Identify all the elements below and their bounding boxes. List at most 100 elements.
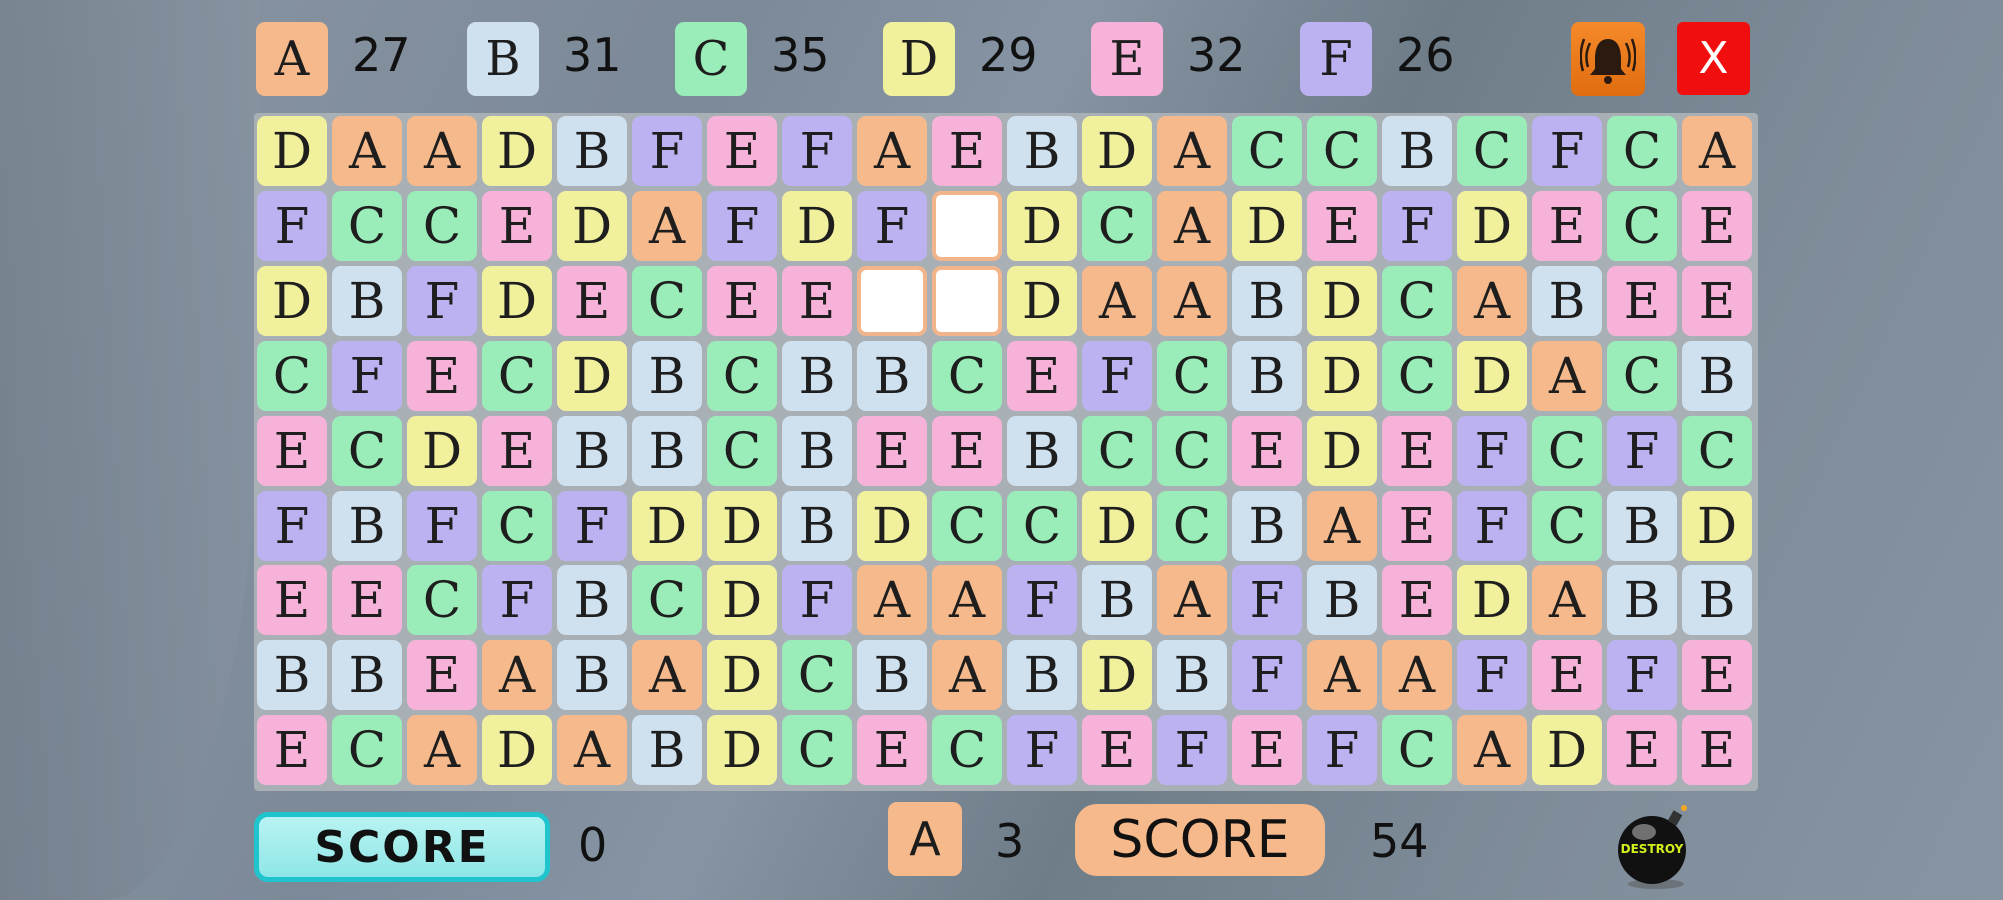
grid-cell[interactable]: E (1382, 565, 1452, 636)
grid-cell[interactable]: B (782, 415, 852, 486)
grid-cell[interactable]: E (1682, 640, 1752, 711)
grid-cell[interactable]: E (707, 116, 777, 186)
grid-cell[interactable]: F (632, 116, 702, 186)
grid-cell[interactable]: D (1082, 116, 1152, 186)
grid-cell[interactable]: B (557, 415, 627, 486)
grid-cell[interactable]: B (1682, 565, 1752, 636)
grid-cell[interactable]: D (632, 490, 702, 561)
grid-cell[interactable]: E (482, 415, 552, 486)
grid-cell[interactable]: E (257, 415, 327, 486)
grid-cell[interactable]: C (1232, 116, 1302, 186)
grid-cell[interactable]: B (332, 640, 402, 711)
grid-cell[interactable]: B (782, 340, 852, 411)
grid-cell[interactable]: E (557, 265, 627, 336)
grid-cell[interactable]: F (257, 190, 327, 261)
grid-cell[interactable]: F (1457, 640, 1527, 711)
grid-cell[interactable]: E (707, 265, 777, 336)
grid-cell[interactable]: F (782, 565, 852, 636)
grid-cell[interactable]: B (632, 715, 702, 786)
grid-cell[interactable]: E (257, 565, 327, 636)
grid-cell[interactable]: D (1457, 190, 1527, 261)
grid-cell[interactable]: C (1157, 415, 1227, 486)
grid-cell[interactable]: D (407, 415, 477, 486)
grid-cell[interactable]: E (1607, 715, 1677, 786)
grid-cell[interactable]: B (1382, 116, 1452, 186)
grid-cell[interactable]: C (1382, 715, 1452, 786)
grid-cell[interactable]: E (1382, 415, 1452, 486)
grid-cell[interactable]: C (407, 190, 477, 261)
grid-cell[interactable]: B (632, 340, 702, 411)
grid-cell[interactable]: C (482, 340, 552, 411)
grid-cell[interactable]: F (1157, 715, 1227, 786)
grid-cell[interactable]: B (1232, 340, 1302, 411)
grid-cell[interactable]: E (1682, 715, 1752, 786)
grid-cell[interactable]: D (1457, 565, 1527, 636)
grid-cell[interactable]: C (1082, 415, 1152, 486)
grid-cell[interactable]: A (1682, 116, 1752, 186)
grid-cell[interactable]: D (482, 116, 552, 186)
grid-cell[interactable]: A (857, 116, 927, 186)
grid-cell[interactable]: C (1682, 415, 1752, 486)
grid-cell[interactable]: C (932, 340, 1002, 411)
grid-cell[interactable]: E (1007, 340, 1077, 411)
grid-cell[interactable]: F (1457, 490, 1527, 561)
grid-cell[interactable]: F (1532, 116, 1602, 186)
grid-cell[interactable]: C (482, 490, 552, 561)
grid-cell[interactable]: C (332, 190, 402, 261)
grid-cell[interactable]: A (407, 116, 477, 186)
grid-cell[interactable]: C (1532, 415, 1602, 486)
grid-cell[interactable]: C (1457, 116, 1527, 186)
grid-cell[interactable]: D (1307, 415, 1377, 486)
grid-cell[interactable]: B (1007, 640, 1077, 711)
grid-cell[interactable]: D (707, 715, 777, 786)
grid-cell[interactable]: C (1382, 265, 1452, 336)
grid-cell[interactable]: F (1007, 565, 1077, 636)
grid-cell[interactable]: B (1607, 490, 1677, 561)
grid-cell[interactable]: D (557, 190, 627, 261)
grid-cell[interactable]: B (857, 640, 927, 711)
close-button[interactable]: X (1677, 22, 1750, 95)
grid-cell[interactable]: B (1232, 490, 1302, 561)
grid-cell[interactable]: F (557, 490, 627, 561)
grid-cell[interactable]: E (1532, 640, 1602, 711)
grid-cell[interactable]: A (1307, 490, 1377, 561)
grid-cell[interactable]: B (857, 340, 927, 411)
grid-cell[interactable]: E (1232, 715, 1302, 786)
empty-cell[interactable] (932, 265, 1002, 336)
grid-cell[interactable]: B (1007, 116, 1077, 186)
grid-cell[interactable]: B (332, 490, 402, 561)
grid-cell[interactable]: D (1082, 490, 1152, 561)
grid-cell[interactable]: D (1682, 490, 1752, 561)
grid-cell[interactable]: C (257, 340, 327, 411)
grid-cell[interactable]: E (932, 116, 1002, 186)
grid-cell[interactable]: B (1307, 565, 1377, 636)
grid-cell[interactable]: C (707, 340, 777, 411)
grid-cell[interactable]: C (707, 415, 777, 486)
grid-cell[interactable]: F (1232, 565, 1302, 636)
grid-cell[interactable]: F (1082, 340, 1152, 411)
grid-cell[interactable]: E (257, 715, 327, 786)
grid-cell[interactable]: E (1382, 490, 1452, 561)
grid-cell[interactable]: F (1457, 415, 1527, 486)
bomb-button[interactable]: DESTROY (1612, 802, 1702, 892)
grid-cell[interactable]: E (1682, 265, 1752, 336)
grid-cell[interactable]: B (557, 640, 627, 711)
grid-cell[interactable]: A (1532, 340, 1602, 411)
grid-cell[interactable]: F (782, 116, 852, 186)
grid-cell[interactable]: C (407, 565, 477, 636)
grid-cell[interactable]: A (1382, 640, 1452, 711)
grid-cell[interactable]: D (1082, 640, 1152, 711)
grid-cell[interactable]: E (332, 565, 402, 636)
grid-cell[interactable]: D (1007, 190, 1077, 261)
grid-cell[interactable]: B (1607, 565, 1677, 636)
grid-cell[interactable]: A (632, 640, 702, 711)
grid-cell[interactable]: B (1082, 565, 1152, 636)
grid-cell[interactable]: D (557, 340, 627, 411)
grid-cell[interactable]: C (1157, 340, 1227, 411)
alarm-button[interactable] (1571, 22, 1645, 96)
grid-cell[interactable]: D (707, 640, 777, 711)
grid-cell[interactable]: E (407, 640, 477, 711)
grid-cell[interactable]: C (1532, 490, 1602, 561)
grid-cell[interactable]: C (332, 415, 402, 486)
grid-cell[interactable]: A (1157, 116, 1227, 186)
